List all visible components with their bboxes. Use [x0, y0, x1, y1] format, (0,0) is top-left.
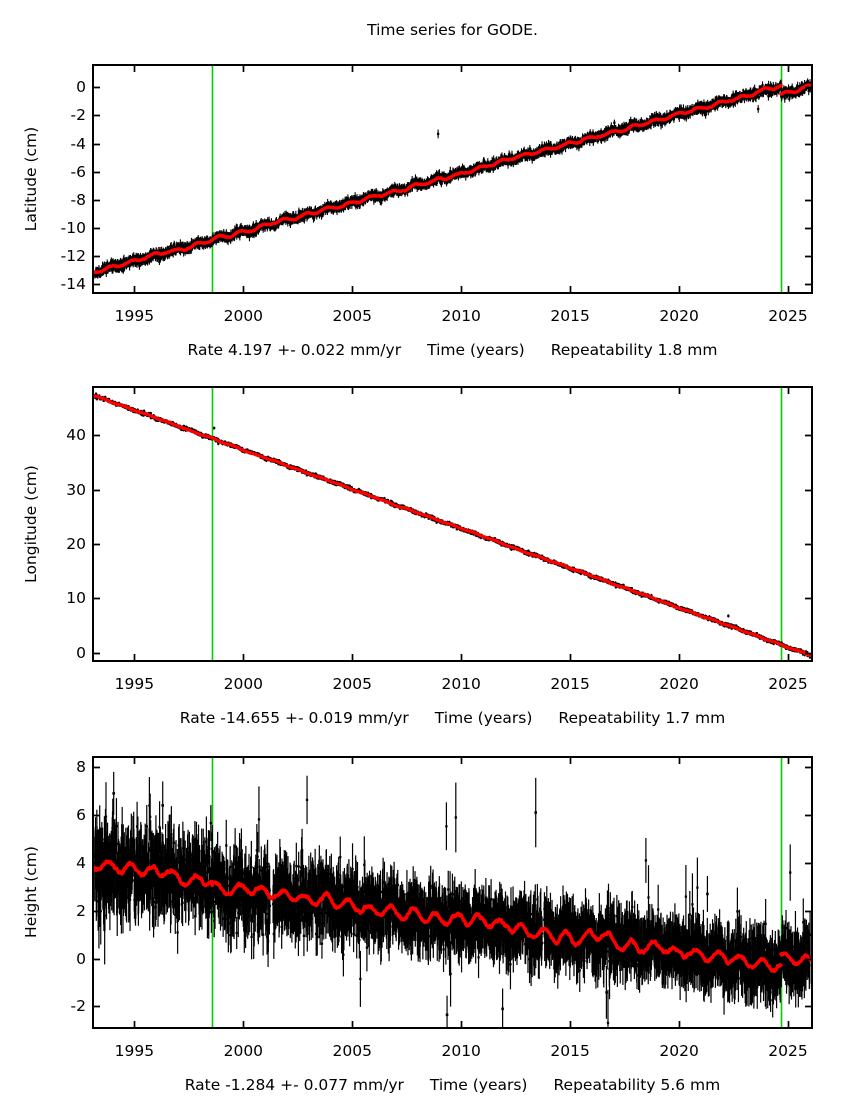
chart-title: Time series for GODE. [367, 21, 538, 39]
